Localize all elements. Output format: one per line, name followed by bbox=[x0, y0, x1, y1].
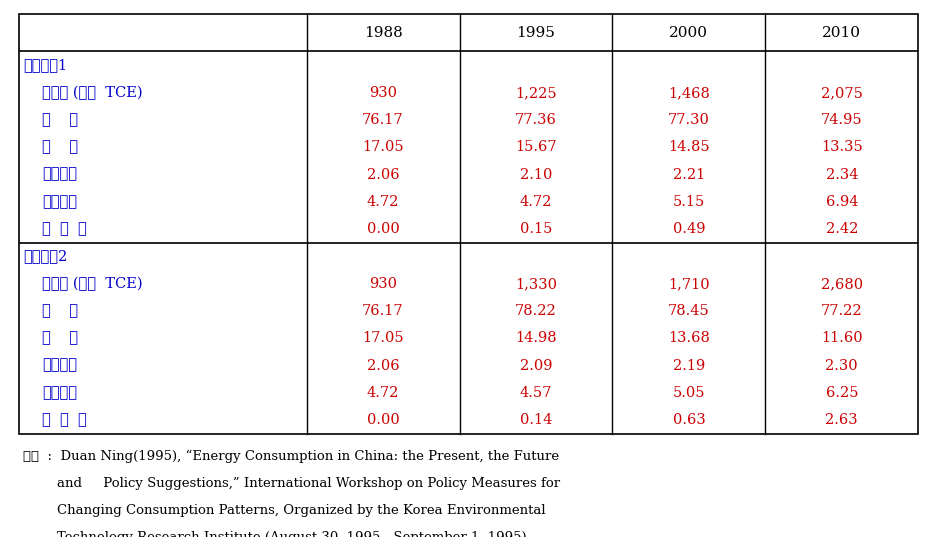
Text: 76.17: 76.17 bbox=[362, 113, 403, 127]
Text: 17.05: 17.05 bbox=[362, 331, 403, 345]
Text: 0.14: 0.14 bbox=[519, 413, 551, 427]
Text: 2.34: 2.34 bbox=[825, 168, 857, 182]
Text: 원  자  력: 원 자 력 bbox=[42, 413, 87, 427]
Text: 시나리오2: 시나리오2 bbox=[23, 250, 67, 264]
Text: 2000: 2000 bbox=[668, 26, 708, 40]
Text: 78.45: 78.45 bbox=[667, 304, 709, 318]
Text: 2010: 2010 bbox=[822, 26, 860, 40]
Text: 시나리오1: 시나리오1 bbox=[23, 59, 67, 72]
Text: 2.19: 2.19 bbox=[672, 359, 704, 373]
Text: 1,330: 1,330 bbox=[515, 277, 556, 291]
Text: 0.49: 0.49 bbox=[672, 222, 705, 236]
Text: 76.17: 76.17 bbox=[362, 304, 403, 318]
Text: Changing Consumption Patterns, Organized by the Korea Environmental: Changing Consumption Patterns, Organized… bbox=[23, 504, 546, 517]
Text: 2.06: 2.06 bbox=[366, 168, 399, 182]
Text: 자료  :  Duan Ning(1995), “Energy Consumption in China: the Present, the Future: 자료 : Duan Ning(1995), “Energy Consumptio… bbox=[23, 450, 559, 463]
Text: 소비량 (백만  TCE): 소비량 (백만 TCE) bbox=[42, 277, 142, 291]
Text: 2.63: 2.63 bbox=[825, 413, 857, 427]
Text: and     Policy Suggestions,” International Workshop on Policy Measures for: and Policy Suggestions,” International W… bbox=[23, 477, 560, 490]
Text: 석    탄: 석 탄 bbox=[42, 113, 78, 127]
Text: 0.00: 0.00 bbox=[366, 222, 399, 236]
Text: 수력발전: 수력발전 bbox=[42, 386, 77, 400]
Text: 5.05: 5.05 bbox=[672, 386, 705, 400]
Text: 14.85: 14.85 bbox=[667, 141, 709, 155]
Text: 2.21: 2.21 bbox=[672, 168, 704, 182]
Bar bbox=[19, 14, 917, 433]
Text: 13.35: 13.35 bbox=[820, 141, 862, 155]
Text: 1995: 1995 bbox=[516, 26, 555, 40]
Text: 14.98: 14.98 bbox=[515, 331, 556, 345]
Text: 4.72: 4.72 bbox=[519, 195, 551, 209]
Text: 원  자  력: 원 자 력 bbox=[42, 222, 87, 236]
Text: 1,225: 1,225 bbox=[515, 86, 556, 100]
Text: 1,710: 1,710 bbox=[667, 277, 709, 291]
Text: 0.15: 0.15 bbox=[519, 222, 551, 236]
Text: Technology Research Institute (August 30, 1995 - September 1, 1995).: Technology Research Institute (August 30… bbox=[23, 532, 531, 537]
Text: 77.36: 77.36 bbox=[515, 113, 556, 127]
Text: 1988: 1988 bbox=[363, 26, 402, 40]
Text: 석    탄: 석 탄 bbox=[42, 304, 78, 318]
Text: 2,075: 2,075 bbox=[820, 86, 862, 100]
Text: 4.57: 4.57 bbox=[519, 386, 551, 400]
Text: 0.00: 0.00 bbox=[366, 413, 399, 427]
Text: 1,468: 1,468 bbox=[667, 86, 709, 100]
Text: 2.06: 2.06 bbox=[366, 359, 399, 373]
Text: 소비량 (백만  TCE): 소비량 (백만 TCE) bbox=[42, 86, 142, 100]
Text: 수력발전: 수력발전 bbox=[42, 195, 77, 209]
Text: 11.60: 11.60 bbox=[820, 331, 862, 345]
Text: 77.30: 77.30 bbox=[667, 113, 709, 127]
Text: 2,680: 2,680 bbox=[820, 277, 862, 291]
Text: 석    유: 석 유 bbox=[42, 141, 78, 155]
Text: 4.72: 4.72 bbox=[367, 195, 399, 209]
Text: 2.30: 2.30 bbox=[825, 359, 857, 373]
Text: 17.05: 17.05 bbox=[362, 141, 403, 155]
Text: 0.63: 0.63 bbox=[672, 413, 705, 427]
Text: 4.72: 4.72 bbox=[367, 386, 399, 400]
Text: 78.22: 78.22 bbox=[515, 304, 556, 318]
Text: 930: 930 bbox=[369, 277, 397, 291]
Text: 5.15: 5.15 bbox=[672, 195, 704, 209]
Text: 6.94: 6.94 bbox=[825, 195, 857, 209]
Text: 석    유: 석 유 bbox=[42, 331, 78, 345]
Text: 6.25: 6.25 bbox=[825, 386, 857, 400]
Text: 15.67: 15.67 bbox=[515, 141, 556, 155]
Text: 천연가스: 천연가스 bbox=[42, 359, 77, 373]
Text: 77.22: 77.22 bbox=[820, 304, 862, 318]
Text: 천연가스: 천연가스 bbox=[42, 168, 77, 182]
Text: 2.42: 2.42 bbox=[825, 222, 857, 236]
Text: 2.10: 2.10 bbox=[519, 168, 551, 182]
Text: 74.95: 74.95 bbox=[820, 113, 862, 127]
Text: 930: 930 bbox=[369, 86, 397, 100]
Text: 2.09: 2.09 bbox=[519, 359, 551, 373]
Text: 13.68: 13.68 bbox=[667, 331, 709, 345]
